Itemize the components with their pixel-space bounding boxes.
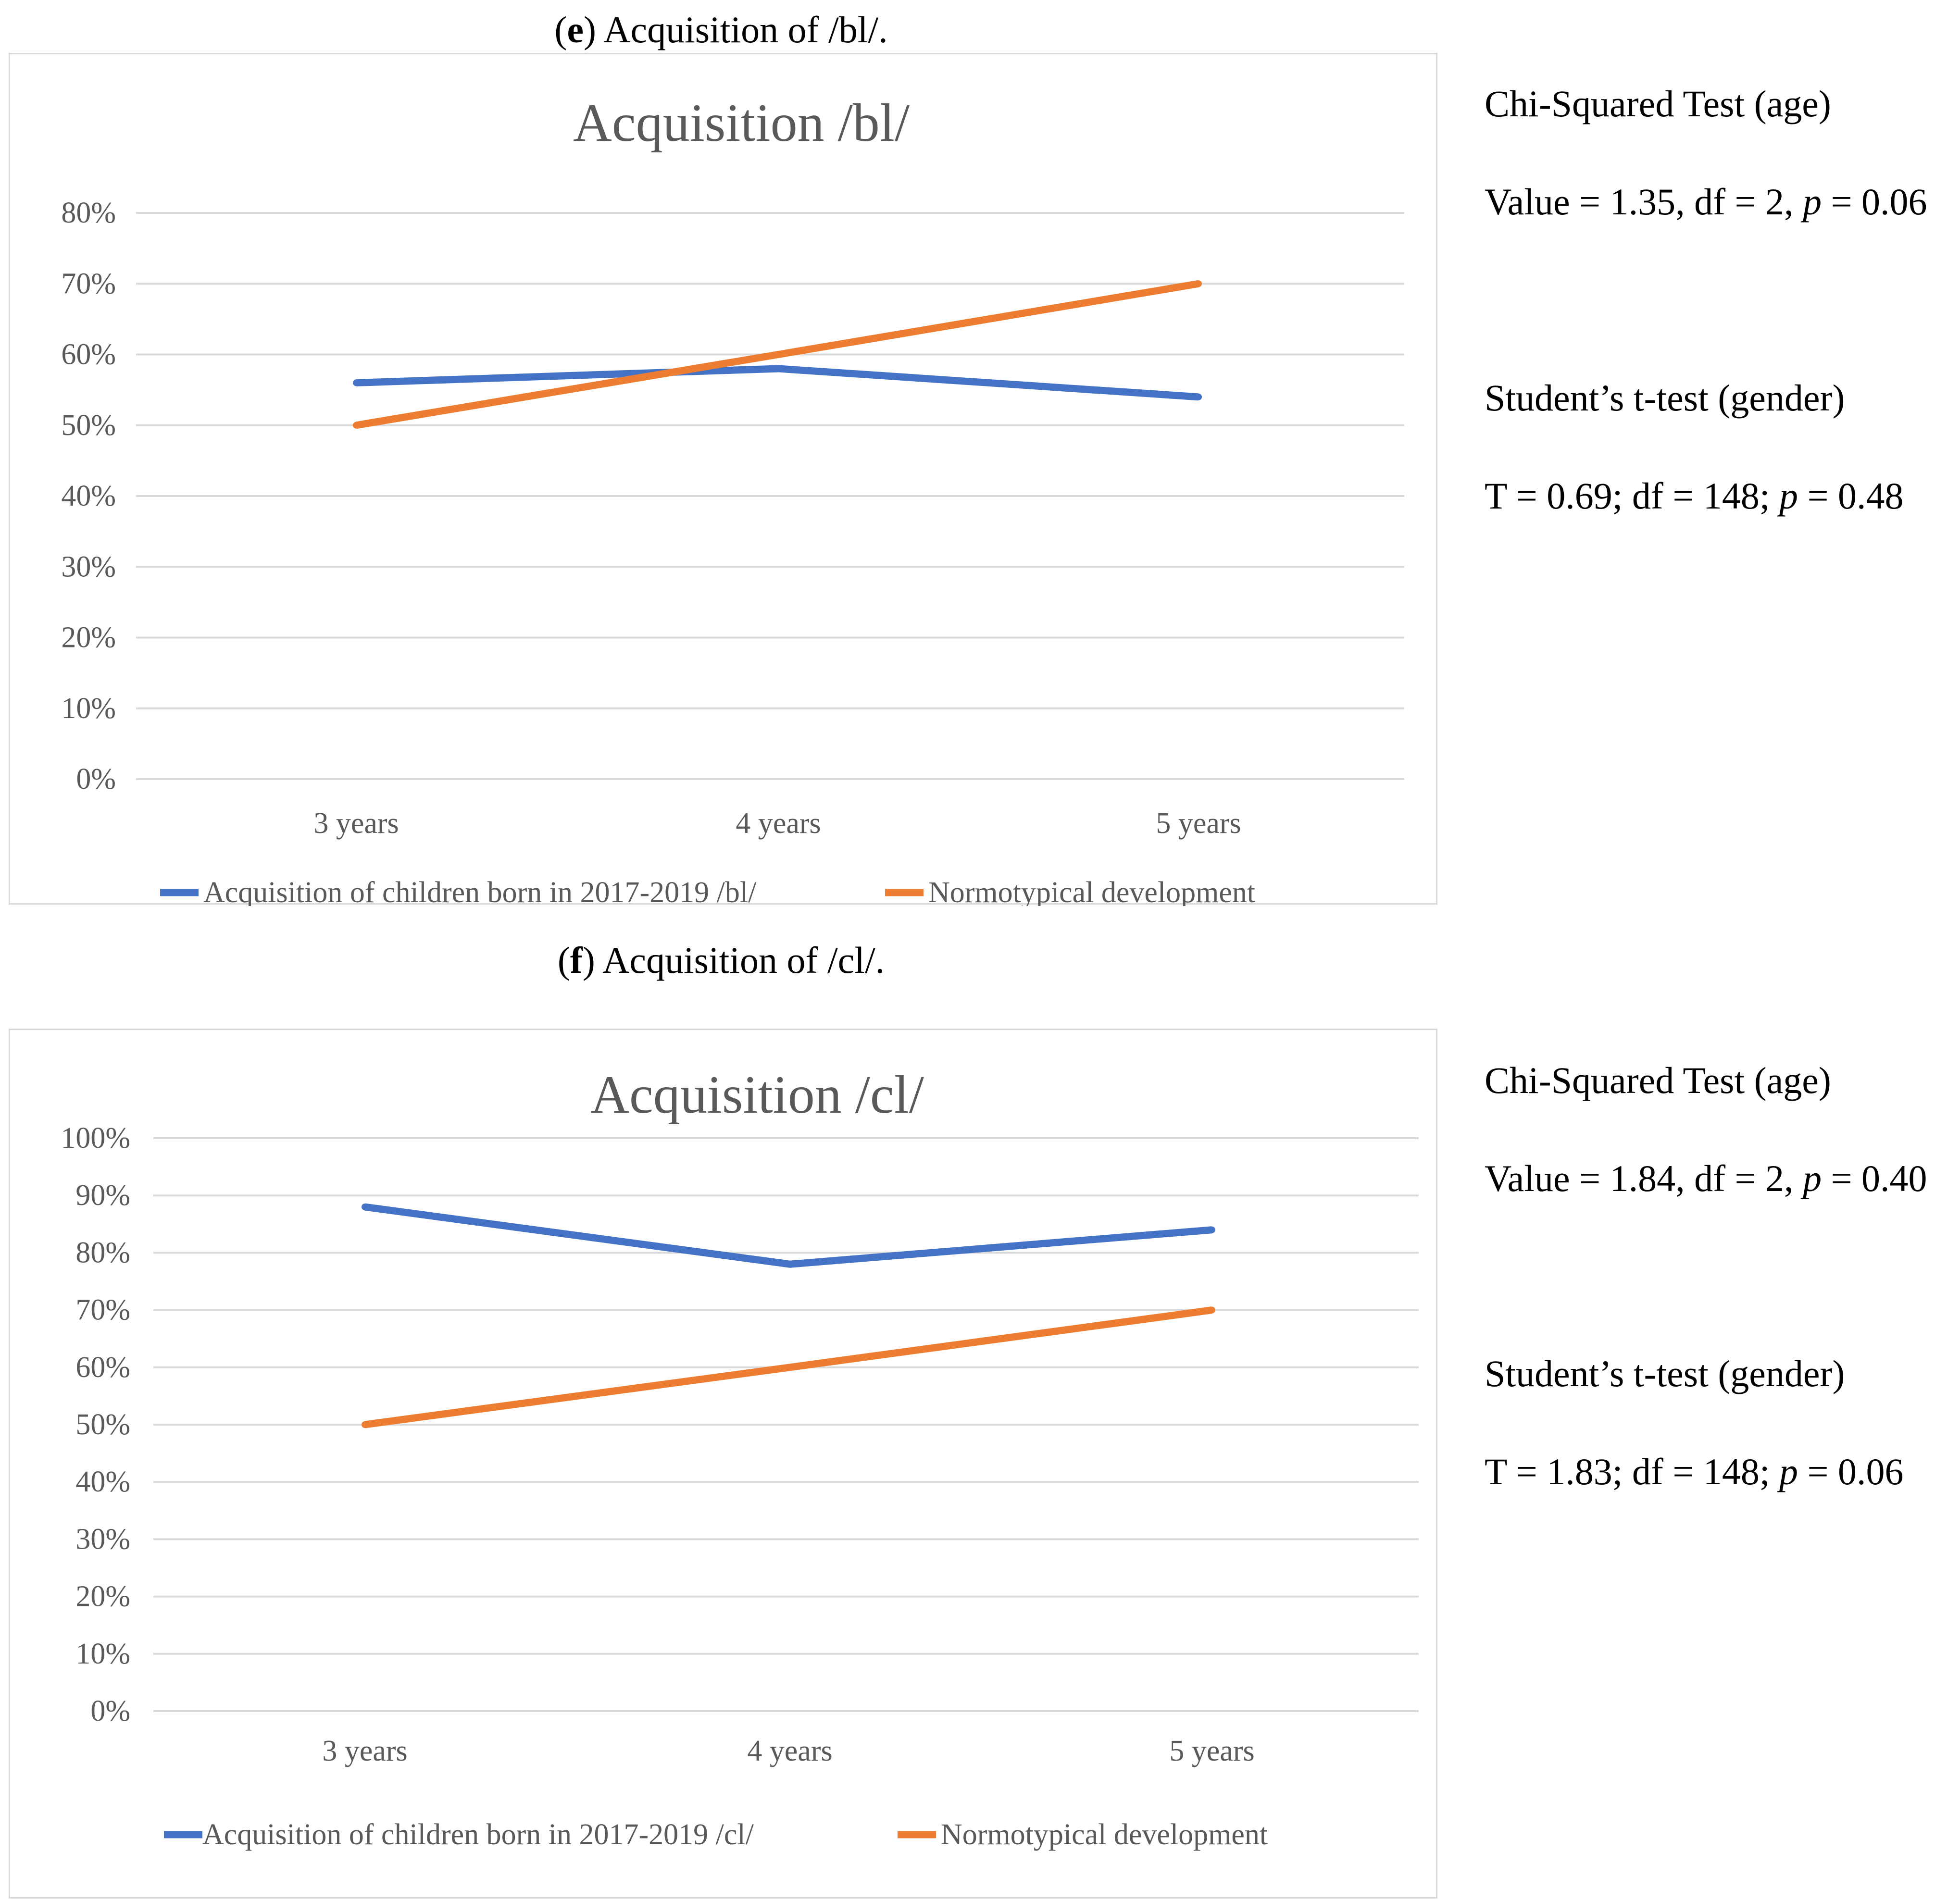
caption-letter-e: e: [567, 9, 584, 50]
t-p-value-bl: = 0.48: [1798, 475, 1904, 517]
chi-p-symbol-cl: p: [1803, 1157, 1822, 1199]
data-point: [362, 1421, 368, 1428]
x-tick-label: 5 years: [1156, 807, 1241, 840]
y-tick-label: 70%: [75, 1294, 130, 1327]
y-tick-label: 80%: [61, 197, 116, 229]
series-line-1: [356, 365, 1199, 401]
chi-squared-result-bl: Value = 1.35, df = 2, p = 0.06: [1485, 178, 1927, 226]
data-point: [362, 1204, 368, 1211]
caption-f: (f) Acquisition of /cl/.: [557, 939, 885, 981]
t-result-text-bl: T = 0.69; df = 148;: [1485, 475, 1780, 517]
y-tick-label: 60%: [75, 1351, 130, 1384]
y-tick-label: 50%: [61, 409, 116, 442]
chi-squared-title-bl: Chi-Squared Test (age): [1485, 83, 1831, 124]
t-test-result-cl: T = 1.83; df = 148; p = 0.06: [1485, 1448, 1904, 1496]
data-point: [1209, 1226, 1215, 1233]
y-tick-label: 10%: [75, 1638, 130, 1670]
y-tick-label: 0%: [76, 763, 116, 795]
y-tick-label: 90%: [75, 1179, 130, 1212]
x-tick-label: 4 years: [747, 1735, 832, 1767]
y-tick-label: 20%: [61, 621, 116, 654]
data-point: [1195, 280, 1202, 287]
y-tick-label: 30%: [61, 550, 116, 583]
caption-letter-f: f: [570, 939, 583, 981]
y-tick-label: 70%: [61, 267, 116, 300]
t-p-value-cl: = 0.06: [1798, 1451, 1904, 1492]
t-test-title-bl: Student’s t-test (gender): [1485, 377, 1845, 419]
data-point: [353, 379, 360, 386]
chart-panel-bl: Acquisition /bl/0% 10% 20% 30% 40% 50% 60% 70% 8…: [9, 53, 1437, 906]
chart-title: Acquisition /bl/: [573, 93, 910, 153]
caption-e: (e) Acquisition of /bl/.: [554, 9, 888, 50]
t-result-text-cl: T = 1.83; df = 148;: [1485, 1451, 1780, 1492]
legend-label-2: Normotypical development: [941, 1818, 1268, 1851]
t-p-symbol-bl: p: [1779, 475, 1798, 517]
t-test-result-bl: T = 0.69; df = 148; p = 0.48: [1485, 472, 1904, 520]
y-tick-label: 40%: [61, 480, 116, 512]
chi-squared-result-cl: Value = 1.84, df = 2, p = 0.40: [1485, 1155, 1927, 1203]
chi-p-value-bl: = 0.06: [1822, 181, 1927, 223]
series-line-1: [364, 1203, 1212, 1268]
legend-label-1: Acquisition of children born in 2017-201…: [202, 1818, 754, 1851]
x-tick-label: 5 years: [1169, 1735, 1254, 1767]
y-tick-label: 60%: [61, 338, 116, 371]
t-p-symbol-cl: p: [1779, 1451, 1798, 1492]
y-tick-label: 30%: [75, 1523, 130, 1555]
data-point: [786, 1364, 793, 1371]
chi-squared-title-cl: Chi-Squared Test (age): [1485, 1059, 1831, 1101]
y-tick-label: 10%: [61, 692, 116, 725]
legend-label-1: Acquisition of children born in 2017-201…: [203, 876, 757, 906]
chi-result-text-cl: Value = 1.84, df = 2,: [1485, 1157, 1803, 1199]
data-point: [775, 365, 782, 372]
line-chart-bl: Acquisition /bl/0% 10% 20% 30% 40% 50% 60% 70% 8…: [61, 93, 1404, 906]
x-tick-label: 3 years: [322, 1735, 407, 1767]
chart-panel-cl: Acquisition /cl/0% 10% 20% 30% 40% 50% 60% 70% 8…: [9, 1029, 1437, 1899]
data-point: [775, 351, 782, 358]
data-point: [353, 422, 360, 429]
y-tick-label: 0%: [90, 1695, 130, 1727]
chi-p-symbol-bl: p: [1803, 181, 1822, 223]
caption-text-f: ) Acquisition of /cl/.: [582, 939, 885, 981]
y-tick-label: 50%: [75, 1408, 130, 1441]
chart-title: Acquisition /cl/: [590, 1065, 924, 1125]
data-point: [1209, 1306, 1215, 1314]
x-tick-label: 4 years: [736, 807, 821, 840]
data-point: [786, 1261, 793, 1268]
y-tick-label: 20%: [75, 1580, 130, 1613]
caption-text-e: ) Acquisition of /bl/.: [583, 9, 888, 50]
chi-p-value-cl: = 0.40: [1822, 1157, 1927, 1199]
y-tick-label: 100%: [61, 1122, 130, 1155]
x-tick-label: 3 years: [313, 807, 399, 840]
line-chart-cl: Acquisition /cl/0% 10% 20% 30% 40% 50% 60% 70% 8…: [61, 1065, 1419, 1851]
t-test-title-cl: Student’s t-test (gender): [1485, 1353, 1845, 1394]
data-point: [1195, 393, 1202, 400]
chi-result-text-bl: Value = 1.35, df = 2,: [1485, 181, 1803, 223]
y-tick-label: 40%: [75, 1465, 130, 1498]
legend-label-2: Normotypical development: [928, 876, 1255, 906]
y-tick-label: 80%: [75, 1236, 130, 1269]
